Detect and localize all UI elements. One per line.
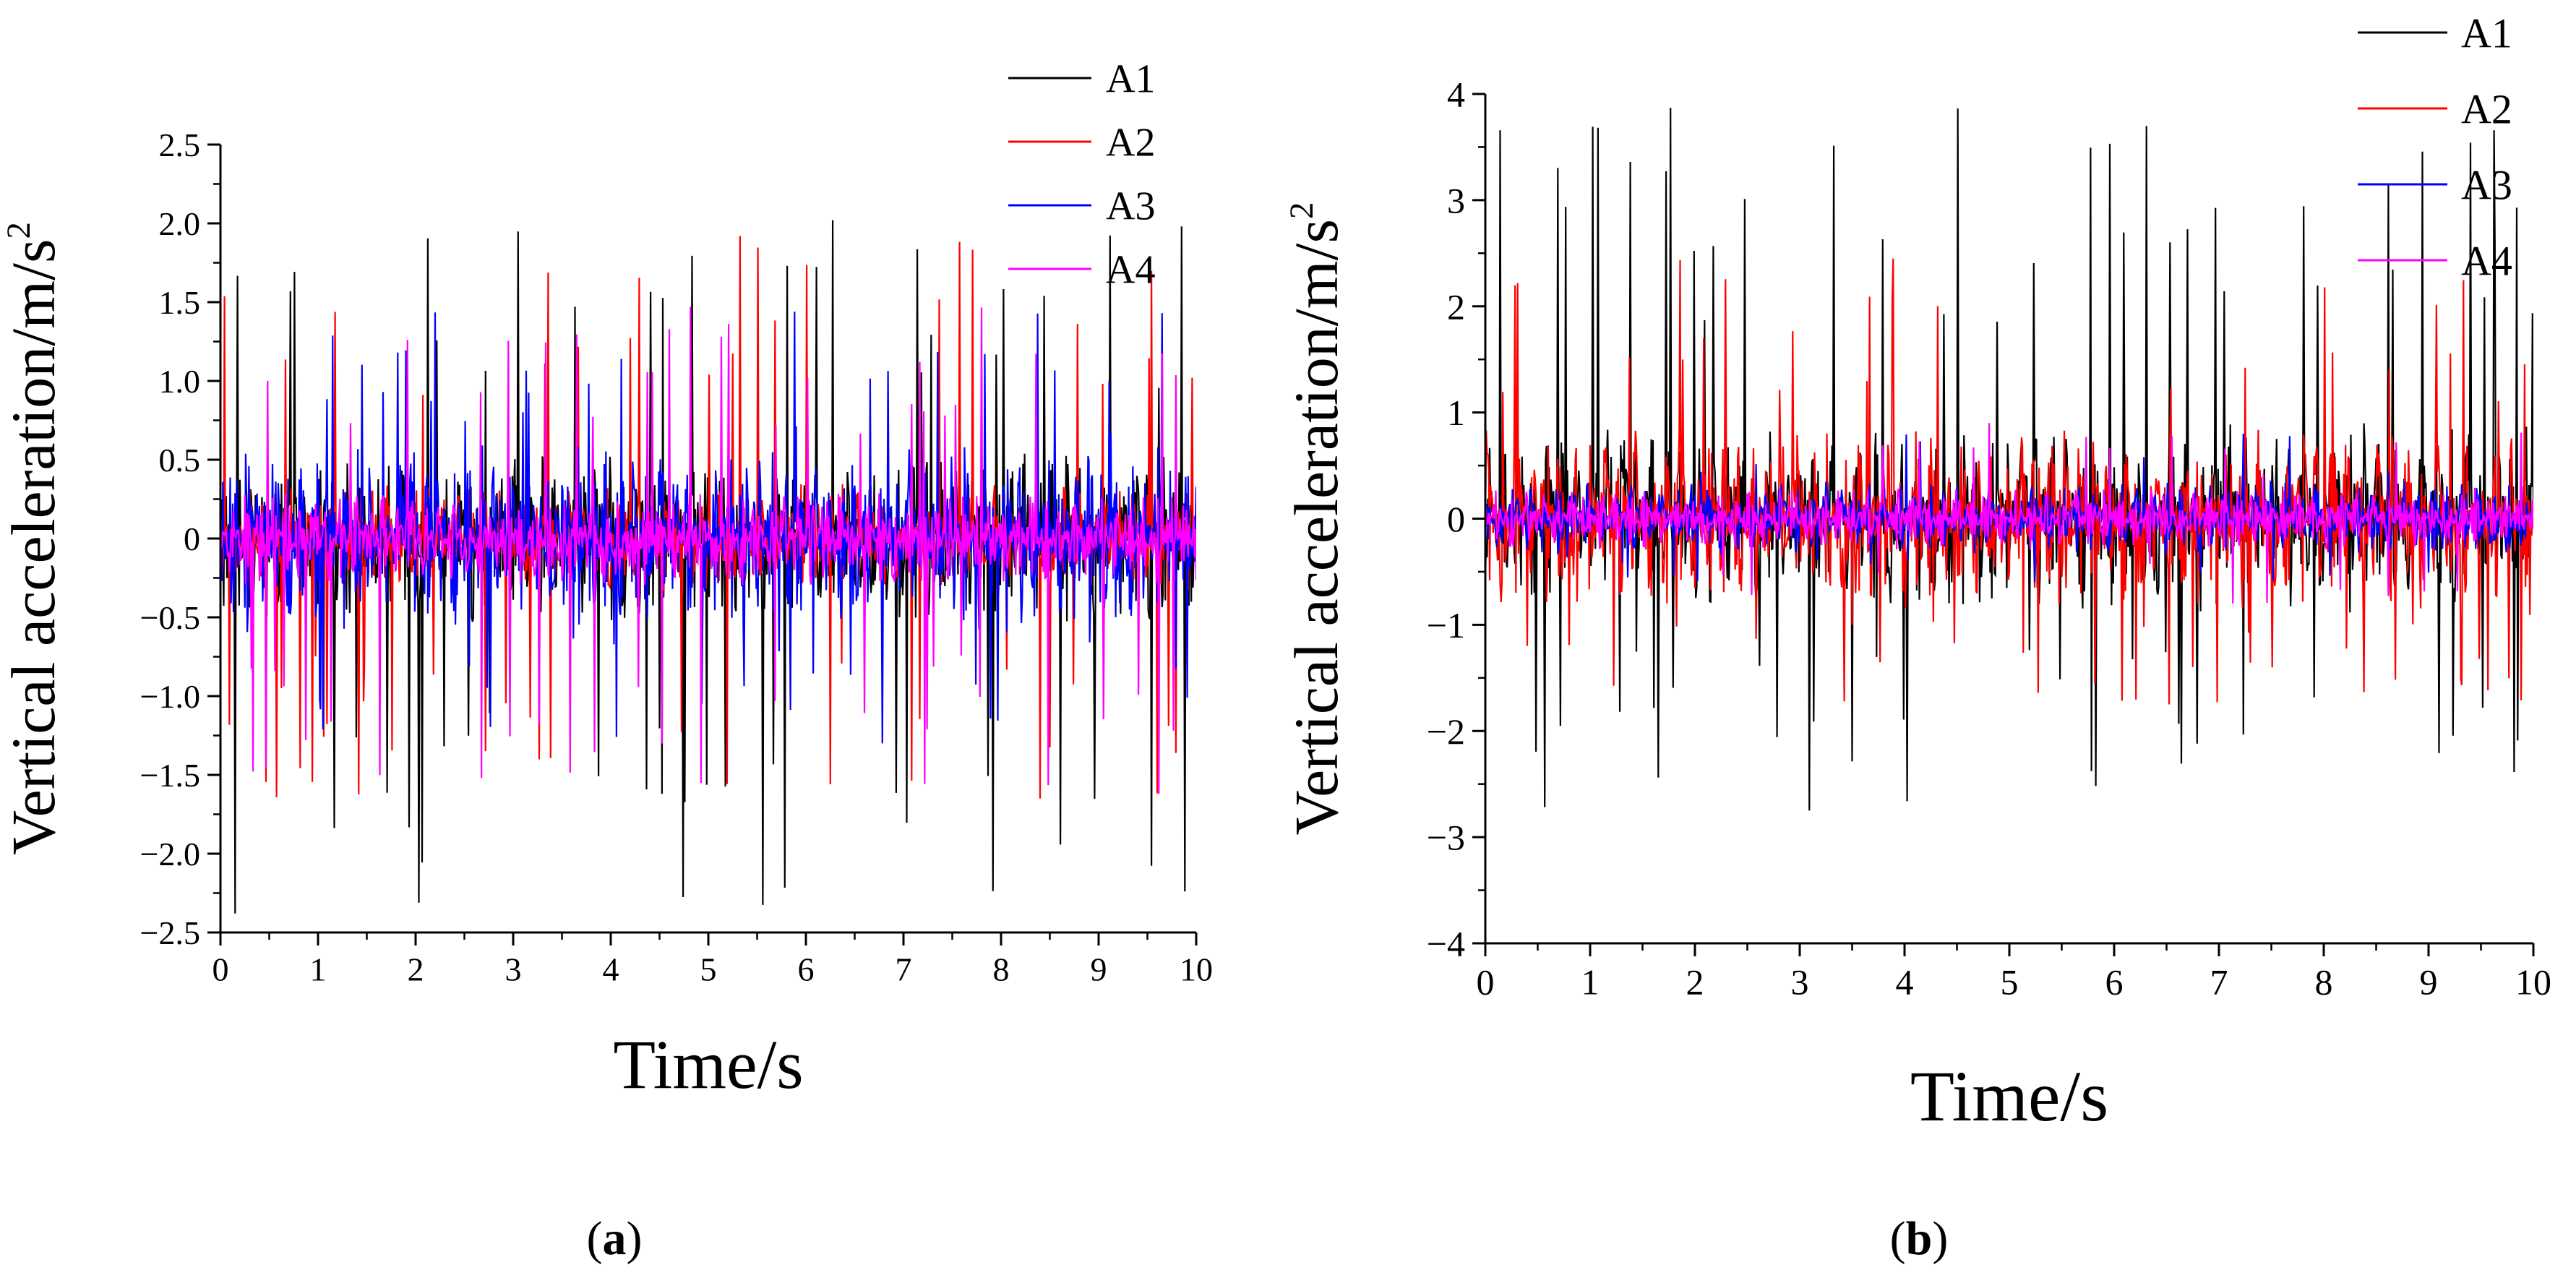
y-axis-label-superscript: 2 [0, 222, 38, 239]
x-tick-label: 4 [1896, 962, 1914, 1003]
x-tick-label: 5 [700, 951, 717, 987]
legend-label-A1: A1 [1106, 57, 1155, 102]
y-tick-label: −2.5 [140, 914, 200, 951]
y-axis-label: Vertical acceleration/m/s2 [1281, 202, 1351, 836]
y-tick-label: 0 [184, 520, 200, 557]
x-tick-label: 9 [2420, 962, 2438, 1003]
legend: A1 A2 A3 A4 [2358, 9, 2512, 284]
chart-panel-a: 0 1 2 3 4 5 6 7 8 9 10 −2.5 −2.0 −1.5 −1.0 −0.5 0 0.5 1.0 1… [0, 57, 1213, 1265]
y-tick-label: 1.0 [159, 363, 201, 400]
y-tick-label: −1.5 [140, 757, 200, 794]
y-tick-label: −1.0 [140, 678, 200, 715]
chart-panel-b: 0 1 2 3 4 5 6 7 8 9 10 −4 −3 −2 −1 0 1 2 3 4 Time/s Vertical … [1281, 9, 2551, 1265]
legend-label-A1: A1 [2461, 9, 2512, 56]
y-tick-label: 2.5 [159, 126, 201, 163]
x-tick-label: 0 [212, 951, 229, 987]
x-tick-label: 8 [2315, 962, 2333, 1003]
panel-label: (b) [1890, 1212, 1949, 1265]
x-tick-label: 2 [1686, 962, 1704, 1003]
x-axis-label: Time/s [613, 1026, 803, 1103]
x-axis-label: Time/s [1910, 1056, 2108, 1136]
x-tick-label: 3 [505, 951, 522, 987]
x-tick-label: 9 [1091, 951, 1107, 987]
legend-label-A4: A4 [1106, 248, 1155, 293]
x-tick-label: 1 [310, 951, 327, 987]
legend-label-A2: A2 [1106, 121, 1155, 166]
legend-label-A2: A2 [2461, 85, 2512, 132]
x-tick-label: 4 [603, 951, 619, 987]
legend-label-A4: A4 [2461, 237, 2512, 284]
y-tick-label: 2.0 [159, 205, 201, 242]
y-tick-label: −2 [1427, 711, 1465, 752]
y-tick-label: −4 [1427, 924, 1465, 964]
x-tick-label: 7 [2210, 962, 2228, 1003]
y-tick-label: −2.0 [140, 836, 200, 872]
series-line-A4 [220, 306, 1196, 794]
x-tick-label: 7 [896, 951, 912, 987]
x-tick-label: 6 [2105, 962, 2124, 1003]
y-tick-label: 4 [1447, 74, 1465, 115]
x-tick-label: 5 [2001, 962, 2019, 1003]
y-axis-label-superscript: 2 [1283, 202, 1321, 220]
legend-label-A3: A3 [1106, 184, 1155, 229]
y-tick-label: 0 [1447, 499, 1465, 539]
series-line-A4 [1485, 423, 2533, 604]
x-tick-label: 2 [408, 951, 424, 987]
y-tick-label: −3 [1427, 818, 1465, 858]
x-tick-label: 1 [1581, 962, 1600, 1003]
x-tick-label: 3 [1791, 962, 1809, 1003]
x-tick-label: 8 [993, 951, 1010, 987]
y-tick-label: 3 [1447, 180, 1465, 220]
y-axis-label: Vertical acceleration/m/s2 [0, 222, 68, 855]
y-tick-label: −0.5 [140, 599, 200, 636]
series-line-A3 [220, 312, 1196, 744]
y-tick-label: −1 [1427, 605, 1465, 646]
legend-label-A3: A3 [2461, 161, 2512, 208]
panel-label: (a) [587, 1212, 643, 1265]
y-tick-label: 1.5 [159, 284, 201, 321]
legend: A1 A2 A3 A4 [1008, 57, 1155, 293]
y-tick-label: 2 [1447, 286, 1465, 327]
series-group [220, 220, 1196, 914]
y-tick-label: 1 [1447, 393, 1465, 433]
x-tick-label: 10 [1180, 951, 1213, 987]
x-tick-label: 10 [2515, 962, 2551, 1003]
x-tick-label: 6 [798, 951, 815, 987]
series-group [1485, 108, 2533, 811]
y-tick-label: 0.5 [159, 442, 201, 479]
x-tick-label: 0 [1477, 962, 1495, 1003]
